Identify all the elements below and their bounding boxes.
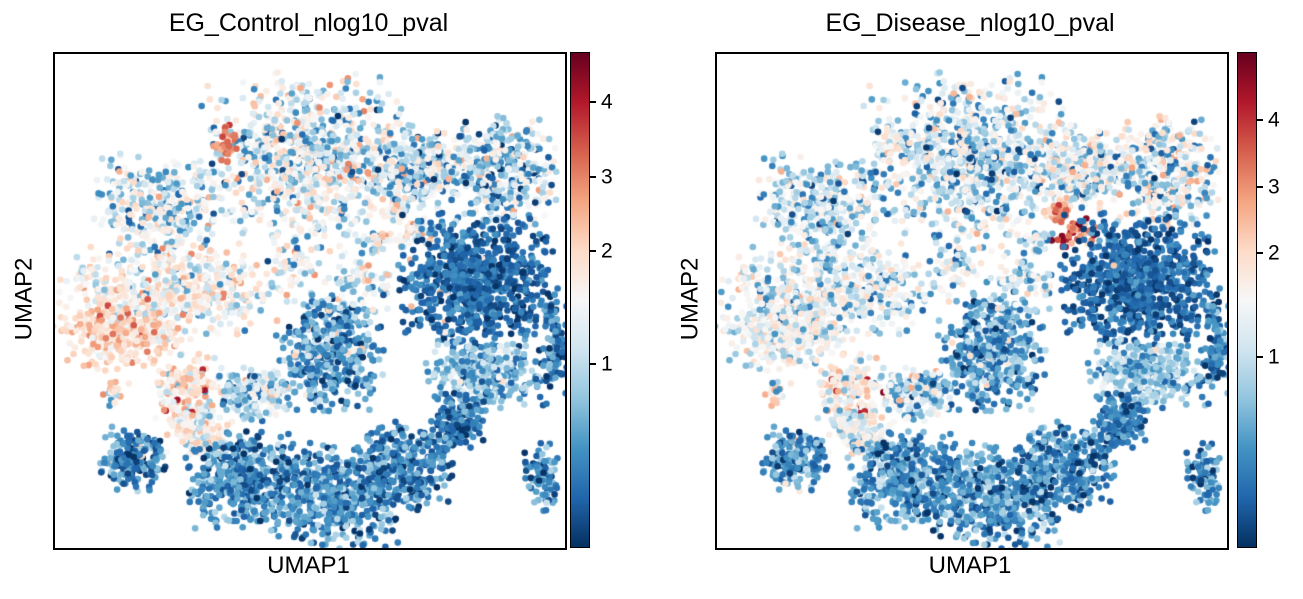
umap-scatter-disease [717, 54, 1227, 548]
colorbar-tick-label: 4 [601, 90, 613, 114]
x-axis-label-control: UMAP1 [267, 552, 350, 579]
colorbar-tick-mark [589, 100, 596, 103]
colorbar-tick-mark [589, 250, 596, 253]
y-axis-label-control: UMAP2 [6, 52, 42, 546]
colorbar-tick-mark [589, 363, 596, 366]
x-axis-label-disease: UMAP1 [928, 552, 1012, 579]
colorbar-tick-mark [1256, 252, 1263, 255]
axes-disease [715, 52, 1229, 550]
colorbar-tick-label: 2 [1268, 241, 1280, 265]
colorbar-tick-label: 4 [1268, 108, 1280, 132]
colorbar-tick-label: 1 [1268, 345, 1280, 369]
umap-scatter-control [55, 54, 565, 548]
panel-title-disease: EG_Disease_nlog10_pval [825, 9, 1115, 37]
colorbar-disease: 1 2 3 4 [1237, 52, 1280, 548]
colorbar-tick-mark [1256, 356, 1263, 358]
colorbar-control: 1 2 3 4 [570, 52, 613, 548]
colorbar-tick-label: 3 [601, 165, 613, 188]
colorbar-tick-label: 2 [601, 239, 613, 263]
colorbar-tick-mark [589, 175, 596, 178]
y-axis-label-disease: UMAP2 [672, 52, 708, 546]
panel-title-control: EG_Control_nlog10_pval [168, 9, 449, 37]
colorbar-tick-mark [1256, 118, 1263, 121]
colorbar-tick-mark [1256, 185, 1263, 188]
axes-control [53, 52, 567, 550]
colorbar-tick-label: 1 [601, 352, 613, 376]
y-axis-label-text: UMAP2 [676, 257, 703, 341]
colorbar-tick-label: 3 [1268, 175, 1280, 198]
y-axis-label-text: UMAP2 [10, 257, 37, 341]
